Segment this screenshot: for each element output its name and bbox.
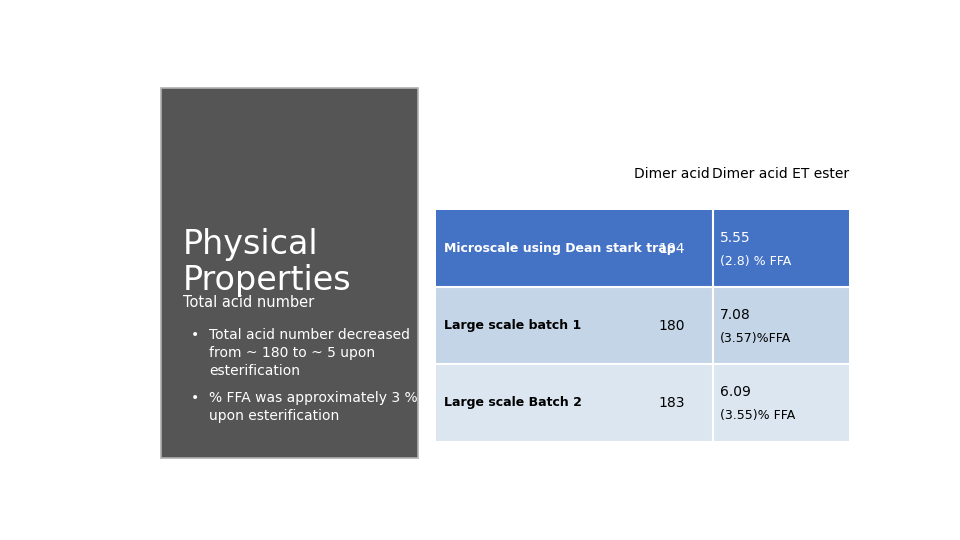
Text: % FFA was approximately 3 %
upon esterification: % FFA was approximately 3 % upon esterif… bbox=[209, 391, 418, 423]
Text: 6.09: 6.09 bbox=[720, 385, 751, 399]
Text: 180: 180 bbox=[659, 319, 684, 333]
Text: (3.57)%FFA: (3.57)%FFA bbox=[720, 332, 792, 345]
Text: Total acid number: Total acid number bbox=[183, 295, 315, 310]
Text: (2.8) % FFA: (2.8) % FFA bbox=[720, 255, 792, 268]
FancyBboxPatch shape bbox=[161, 87, 418, 458]
Text: 7.08: 7.08 bbox=[720, 308, 751, 322]
FancyBboxPatch shape bbox=[436, 287, 849, 364]
Text: Dimer acid: Dimer acid bbox=[634, 167, 709, 181]
Text: (3.55)% FFA: (3.55)% FFA bbox=[720, 409, 796, 422]
Text: Large scale Batch 2: Large scale Batch 2 bbox=[444, 396, 582, 409]
FancyBboxPatch shape bbox=[436, 364, 849, 441]
Text: Total acid number decreased
from ~ 180 to ~ 5 upon
esterification: Total acid number decreased from ~ 180 t… bbox=[209, 328, 410, 378]
Text: Microscale using Dean stark trap: Microscale using Dean stark trap bbox=[444, 242, 675, 255]
Text: 184: 184 bbox=[659, 242, 684, 256]
FancyBboxPatch shape bbox=[436, 210, 849, 287]
Text: 183: 183 bbox=[659, 396, 684, 410]
Text: •: • bbox=[191, 328, 199, 342]
Text: Large scale batch 1: Large scale batch 1 bbox=[444, 319, 581, 332]
Text: Dimer acid ET ester: Dimer acid ET ester bbox=[712, 167, 850, 181]
Text: Physical
Properties: Physical Properties bbox=[183, 228, 352, 297]
Text: •: • bbox=[191, 391, 199, 405]
Text: 5.55: 5.55 bbox=[720, 232, 751, 245]
